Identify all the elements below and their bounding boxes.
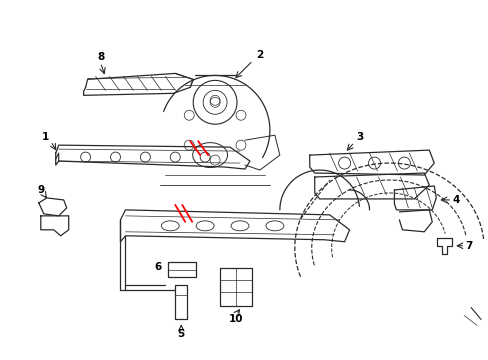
Text: 6: 6 <box>154 262 162 272</box>
Text: 1: 1 <box>42 132 49 142</box>
Text: 8: 8 <box>97 53 104 63</box>
Text: 9: 9 <box>37 185 44 195</box>
Text: 3: 3 <box>355 132 363 142</box>
Text: 5: 5 <box>177 329 184 339</box>
Text: 2: 2 <box>256 50 263 60</box>
Text: 10: 10 <box>228 314 243 324</box>
Text: 7: 7 <box>465 241 472 251</box>
Text: 4: 4 <box>451 195 459 205</box>
